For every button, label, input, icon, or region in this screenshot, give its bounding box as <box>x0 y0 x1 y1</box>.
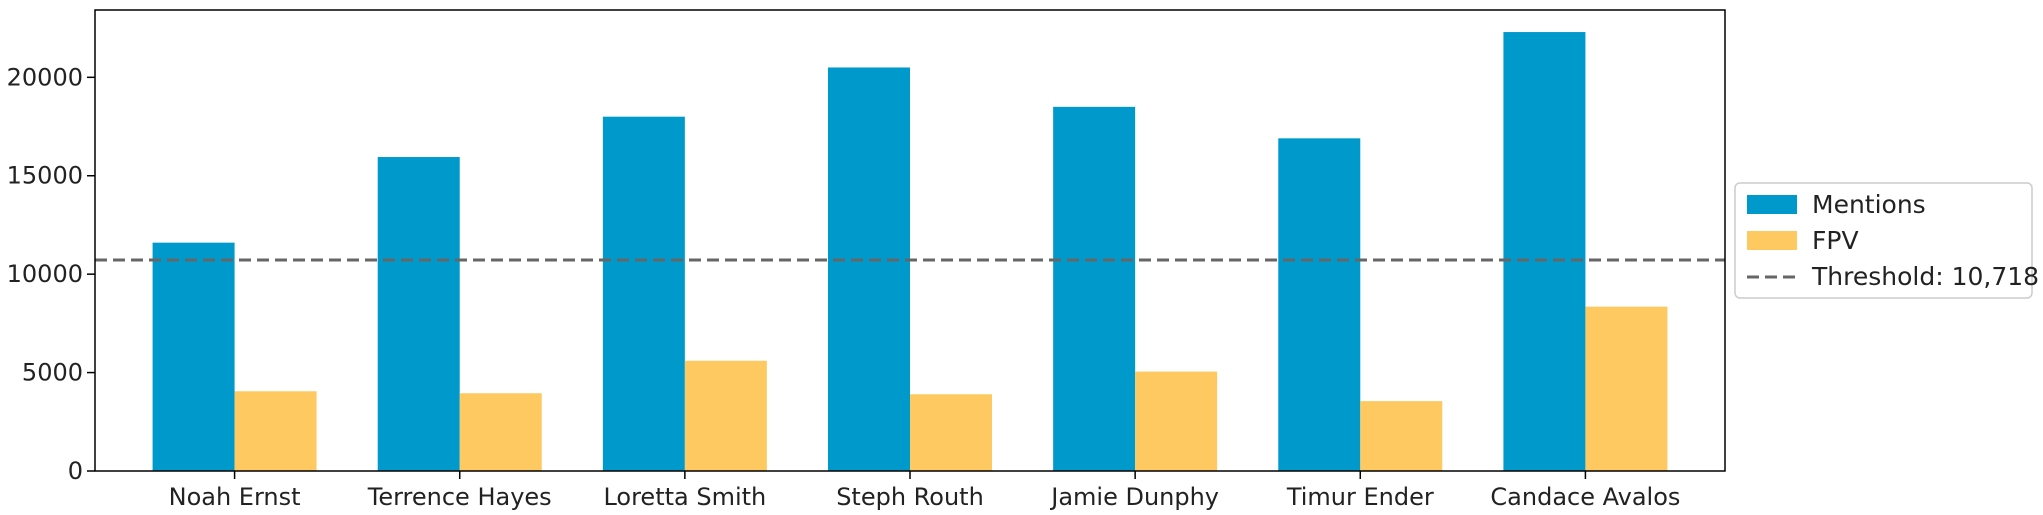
legend: Mentions FPV Threshold: 10,718 <box>1734 182 2039 299</box>
bar-mentions-steph-routh <box>828 67 910 472</box>
legend-label-threshold: Threshold: 10,718 <box>1811 262 2039 291</box>
y-tick-label: 5000 <box>22 359 83 387</box>
y-axis: 0 5000 10000 15000 20000 <box>7 63 95 485</box>
bar-mentions-loretta-smith <box>602 116 685 472</box>
bar-fpv-jamie-dunphy <box>1135 371 1218 471</box>
y-tick-label: 20000 <box>7 63 83 91</box>
bar-mentions-candace-avalos <box>1503 32 1586 472</box>
bar-mentions-jamie-dunphy <box>1053 106 1136 471</box>
x-axis: Noah Ernst Terrence Hayes Loretta Smith Ste… <box>169 471 1680 511</box>
legend-label-mentions: Mentions <box>1812 190 1926 219</box>
legend-swatch-mentions <box>1747 195 1797 214</box>
bar-fpv-timur-ender <box>1360 401 1443 471</box>
bar-fpv-steph-routh <box>910 394 992 471</box>
bar-fpv-noah-ernst <box>234 391 317 471</box>
bar-mentions-noah-ernst <box>152 242 235 471</box>
bar-mentions-timur-ender <box>1278 138 1361 471</box>
x-tick-label: Jamie Dunphy <box>1049 483 1219 511</box>
bar-fpv-terrence-hayes <box>459 393 542 471</box>
bar-fpv-candace-avalos <box>1585 306 1668 471</box>
legend-frame <box>1734 182 2033 299</box>
y-tick-label: 10000 <box>7 260 83 288</box>
bars-group <box>152 32 1668 472</box>
x-tick-label: Terrence Hayes <box>367 483 552 511</box>
bar-mentions-terrence-hayes <box>377 157 460 471</box>
x-tick-label: Noah Ernst <box>169 483 301 511</box>
x-tick-label: Loretta Smith <box>603 483 766 511</box>
x-tick-label: Candace Avalos <box>1490 483 1680 511</box>
legend-swatch-fpv <box>1747 231 1797 250</box>
legend-label-fpv: FPV <box>1812 226 1859 255</box>
x-tick-label: Timur Ender <box>1286 483 1434 511</box>
bar-fpv-loretta-smith <box>684 360 767 471</box>
x-tick-label: Steph Routh <box>836 483 984 511</box>
y-tick-label: 0 <box>68 457 83 485</box>
y-tick-label: 15000 <box>7 162 83 190</box>
